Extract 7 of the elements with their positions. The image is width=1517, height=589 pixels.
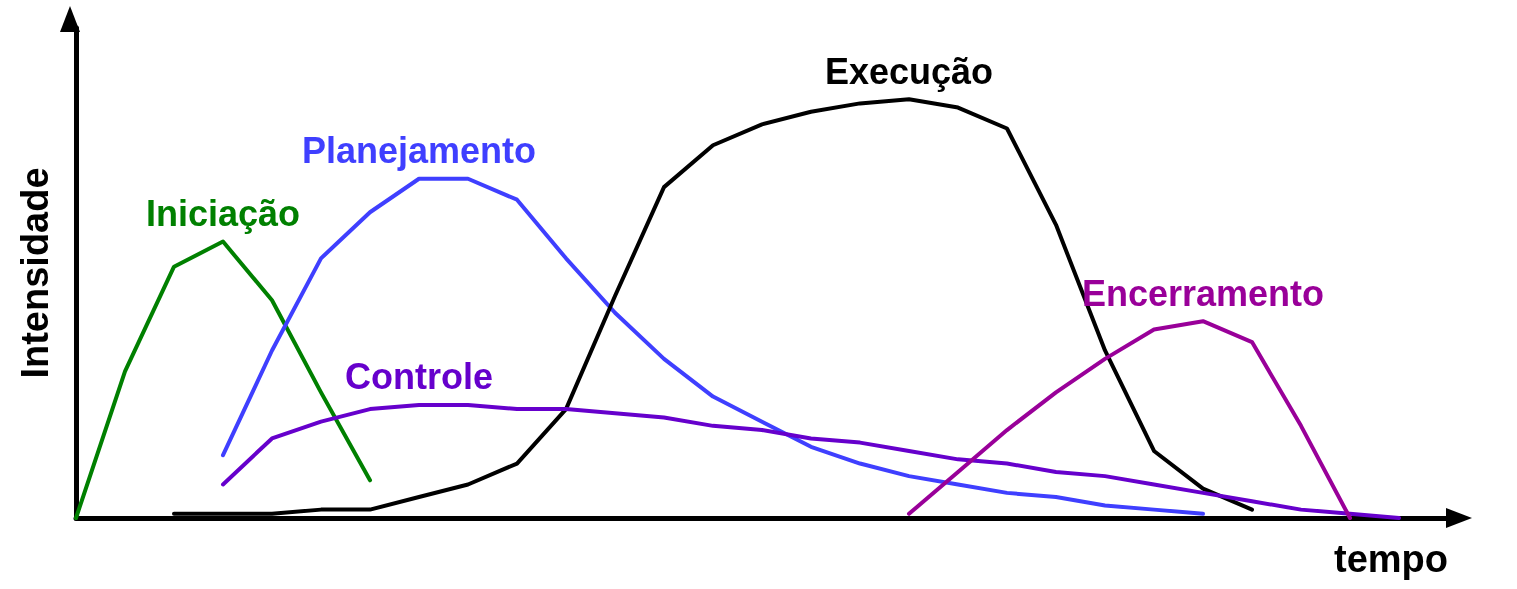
x-axis-title: tempo <box>1334 538 1448 580</box>
series-label: Controle <box>345 356 493 398</box>
series-label: Encerramento <box>1081 272 1325 314</box>
series-label: Execução <box>824 50 994 92</box>
series-label: Planejamento <box>301 130 537 172</box>
series-label: Iniciação <box>145 193 301 235</box>
y-axis-title: Intensidade <box>14 167 56 379</box>
